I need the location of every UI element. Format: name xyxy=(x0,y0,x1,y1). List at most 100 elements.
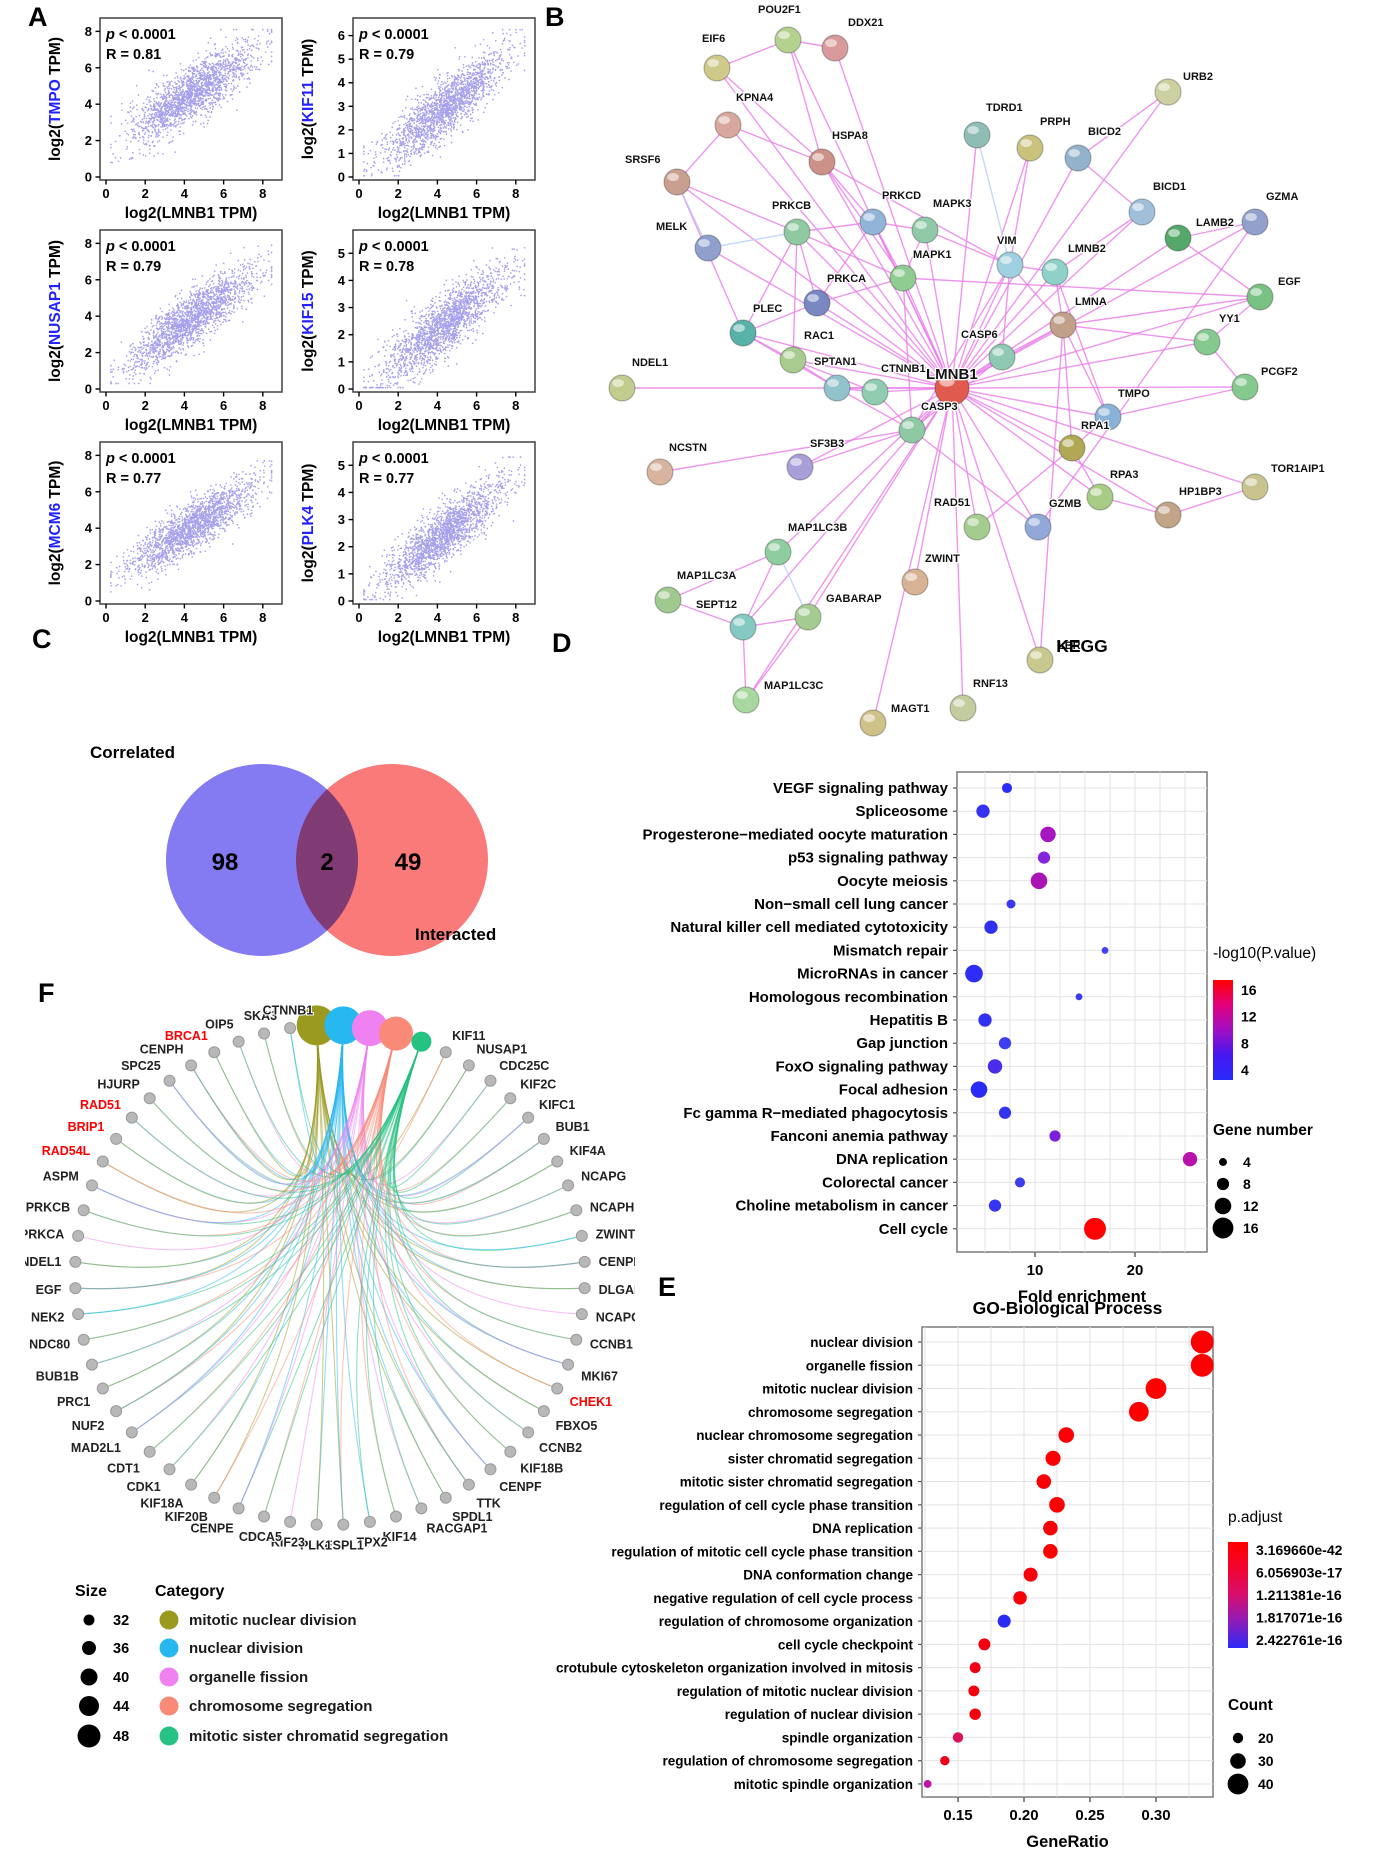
protein-node-CTNNB1 xyxy=(861,378,889,406)
svg-text:2: 2 xyxy=(142,186,149,201)
svg-text:6.056903e-17: 6.056903e-17 xyxy=(1256,1565,1343,1581)
size-legend-title: Count xyxy=(1228,1697,1273,1714)
svg-text:4: 4 xyxy=(1241,1062,1249,1078)
protein-node-MELK xyxy=(694,234,722,262)
data-dot xyxy=(923,1780,932,1788)
protein-label-VIM: VIM xyxy=(997,235,1017,247)
protein-node-HSPA8 xyxy=(808,148,836,176)
protein-node-NDEL1 xyxy=(608,374,636,402)
svg-text:2: 2 xyxy=(338,539,345,554)
color-legend-bar xyxy=(1228,1542,1248,1648)
protein-label-EIF6: EIF6 xyxy=(702,33,725,45)
protein-label-TMPO: TMPO xyxy=(1118,388,1150,400)
venn-count-correlated: 98 xyxy=(212,849,239,876)
protein-label-LMNA: LMNA xyxy=(1075,296,1107,308)
row-label: Progesterone−mediated oocyte maturation xyxy=(643,826,949,843)
protein-label-URB2: URB2 xyxy=(1183,71,1213,83)
svg-text:20: 20 xyxy=(1127,1262,1144,1279)
gene-node-KIF18B xyxy=(504,1445,517,1458)
protein-label-MAP1LC3B: MAP1LC3B xyxy=(788,522,847,534)
gene-label-SKA3: SKA3 xyxy=(244,1009,277,1023)
data-dot xyxy=(978,1013,992,1027)
gene-label-CENPE: CENPE xyxy=(191,1521,234,1535)
data-dot xyxy=(1049,1130,1061,1142)
row-label: regulation of cell cycle phase transitio… xyxy=(659,1498,913,1513)
venn-label-interacted: Interacted xyxy=(415,925,496,944)
protein-node-PLEC xyxy=(729,319,757,347)
gene-node-TPX2 xyxy=(363,1515,376,1528)
protein-label-MAPK3: MAPK3 xyxy=(933,198,972,210)
data-dot xyxy=(1030,872,1048,890)
gene-label-MKI67: MKI67 xyxy=(581,1370,618,1384)
gene-node-NUSAP1 xyxy=(462,1059,475,1072)
row-label: regulation of chromosome organization xyxy=(659,1614,913,1629)
svg-text:4: 4 xyxy=(85,97,93,112)
data-dot xyxy=(978,1638,991,1651)
gene-node-CDK1 xyxy=(163,1463,176,1476)
gene-node-NDC80 xyxy=(77,1333,90,1346)
protein-label-PCGF2: PCGF2 xyxy=(1261,366,1298,378)
svg-text:4: 4 xyxy=(338,485,346,500)
y-axis-label: log2(PLK4 TPM) xyxy=(300,464,317,583)
gene-label-KIF18B: KIF18B xyxy=(520,1462,563,1476)
y-axis-label: log2(KIF11 TPM) xyxy=(300,39,317,160)
protein-node-NCSTN xyxy=(646,458,674,486)
data-dot xyxy=(1190,1330,1214,1354)
data-dot xyxy=(1006,899,1016,909)
category-label: mitotic sister chromatid segregation xyxy=(189,1728,448,1745)
protein-label-KPNA4: KPNA4 xyxy=(736,92,774,104)
gene-label-RACGAP1: RACGAP1 xyxy=(426,1521,487,1535)
r-value-annotation: R = 0.81 xyxy=(106,47,161,63)
protein-label-MELK: MELK xyxy=(656,221,687,233)
data-dot xyxy=(1145,1378,1167,1399)
svg-text:0: 0 xyxy=(338,170,345,185)
row-label: mitotic sister chromatid segregation xyxy=(680,1475,913,1490)
protein-node-MAP1LC3B xyxy=(764,538,792,566)
row-label: Choline metabolism in cancer xyxy=(735,1198,948,1215)
protein-label-ZWINT: ZWINT xyxy=(925,553,960,565)
data-dot xyxy=(1043,1544,1058,1559)
gene-label-TPX2: TPX2 xyxy=(356,1536,387,1550)
category-swatch xyxy=(159,1667,179,1687)
svg-text:6: 6 xyxy=(473,398,480,413)
svg-text:16: 16 xyxy=(1241,982,1257,998)
gene-node-RAD54L xyxy=(96,1155,109,1168)
protein-label-BICD2: BICD2 xyxy=(1088,126,1121,138)
protein-label-TOR1AIP1: TOR1AIP1 xyxy=(1271,463,1325,475)
svg-text:0: 0 xyxy=(355,398,362,413)
svg-text:30: 30 xyxy=(1258,1753,1274,1769)
data-dot xyxy=(988,1199,1002,1212)
gene-label-NEK2: NEK2 xyxy=(31,1310,64,1324)
x-axis-label: log2(LMNB1 TPM) xyxy=(378,417,511,434)
svg-text:10: 10 xyxy=(1027,1262,1044,1279)
data-dot xyxy=(952,1732,964,1743)
protein-node-LAMB2 xyxy=(1164,224,1192,252)
svg-text:5: 5 xyxy=(338,246,345,261)
protein-node-MAP1LC3A xyxy=(654,586,682,614)
svg-text:6: 6 xyxy=(85,272,92,287)
network-nodes: EIF6 POU2F1 DDX21 URB2 KPNA4 TDRD1 PRPH BICD2 SR… xyxy=(608,3,1326,737)
row-label: Colorectal cancer xyxy=(822,1174,948,1191)
data-dot xyxy=(998,1037,1012,1050)
svg-text:0: 0 xyxy=(102,186,109,201)
svg-text:6: 6 xyxy=(473,186,480,201)
gene-node-PLK1 xyxy=(310,1518,323,1531)
gene-label-BUB1B: BUB1B xyxy=(36,1370,79,1384)
scatter-plot-MCM6: 0 2 4 6 8 0 2 4 6 8 p < 0.0001 R = 0.77 log2(LMNB1 T… xyxy=(47,441,283,646)
svg-text:1.817071e-16: 1.817071e-16 xyxy=(1256,1610,1343,1626)
gene-label-NUF2: NUF2 xyxy=(72,1419,105,1433)
protein-label-RAD51: RAD51 xyxy=(934,497,970,509)
row-label: DNA conformation change xyxy=(743,1568,913,1583)
protein-label-GZMA: GZMA xyxy=(1266,191,1298,203)
protein-node-PRKCD xyxy=(859,208,887,236)
svg-text:3.169660e-42: 3.169660e-42 xyxy=(1256,1542,1343,1558)
protein-label-MAP1LC3A: MAP1LC3A xyxy=(677,570,736,582)
chart-title: GO-Biological Process xyxy=(973,1298,1163,1318)
data-dot xyxy=(997,1614,1011,1628)
gene-node-ESPL1 xyxy=(337,1518,350,1531)
gene-label-KIF20B: KIF20B xyxy=(165,1510,208,1524)
protein-label-LBR: LBR xyxy=(1058,640,1081,652)
protein-label-HP1BP3: HP1BP3 xyxy=(1179,486,1222,498)
protein-label-LMNB2: LMNB2 xyxy=(1068,243,1106,255)
gene-label-MAD2L1: MAD2L1 xyxy=(71,1441,121,1455)
